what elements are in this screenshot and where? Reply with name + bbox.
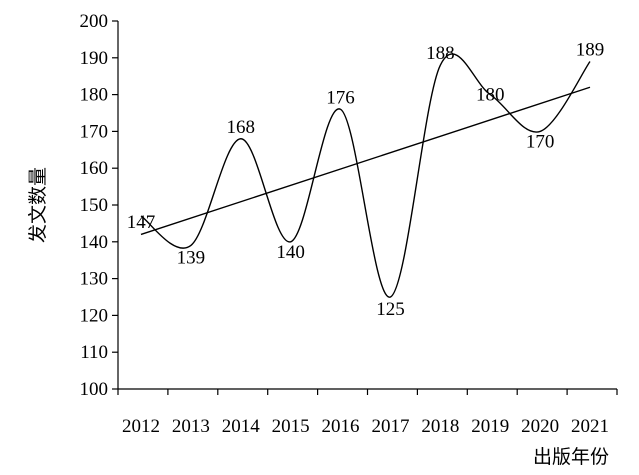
data-labels: 147 139 168 140 176 125 188 180 170 189 — [127, 39, 605, 320]
data-label: 139 — [177, 247, 206, 268]
x-tick-label: 2015 — [272, 416, 310, 437]
data-label: 170 — [526, 131, 555, 152]
y-tick-label: 170 — [80, 121, 109, 142]
y-tick-label: 200 — [80, 11, 109, 32]
data-label: 147 — [127, 212, 156, 233]
y-tick-label: 190 — [80, 48, 109, 69]
data-label: 140 — [276, 242, 305, 263]
y-tick-label: 160 — [80, 158, 109, 179]
y-tick-label: 180 — [80, 85, 109, 106]
data-label: 168 — [227, 117, 256, 138]
x-tick-label: 2019 — [471, 416, 509, 437]
x-tick-label: 2021 — [571, 416, 609, 437]
data-label: 125 — [376, 299, 405, 320]
y-tick-label: 100 — [80, 379, 109, 400]
trend-line — [140, 86, 591, 236]
y-tick-label: 110 — [80, 342, 108, 363]
x-tick-label: 2017 — [371, 416, 409, 437]
x-axis-ticks: 2012 2013 2014 2015 2016 2017 2018 2019 2020 2021 — [117, 389, 618, 437]
x-tick-label: 2012 — [122, 416, 160, 437]
y-tick-label: 120 — [80, 305, 109, 326]
y-tick-label: 150 — [80, 195, 109, 216]
series-line — [140, 53, 591, 298]
x-tick-label: 2020 — [521, 416, 559, 437]
y-tick-label: 140 — [80, 232, 109, 253]
y-axis-title: 发文数量 — [27, 167, 49, 243]
y-tick-label: 130 — [80, 269, 109, 290]
y-axis-ticks: 100 110 120 130 140 150 160 170 180 190 200 — [80, 11, 118, 400]
x-axis-title: 出版年份 — [533, 446, 609, 468]
data-label: 180 — [476, 85, 505, 106]
x-tick-label: 2013 — [172, 416, 210, 437]
data-label: 189 — [576, 39, 605, 60]
x-tick-label: 2014 — [222, 416, 261, 437]
data-label: 188 — [426, 43, 455, 64]
x-tick-label: 2018 — [421, 416, 459, 437]
x-tick-label: 2016 — [322, 416, 360, 437]
data-label: 176 — [326, 87, 355, 108]
